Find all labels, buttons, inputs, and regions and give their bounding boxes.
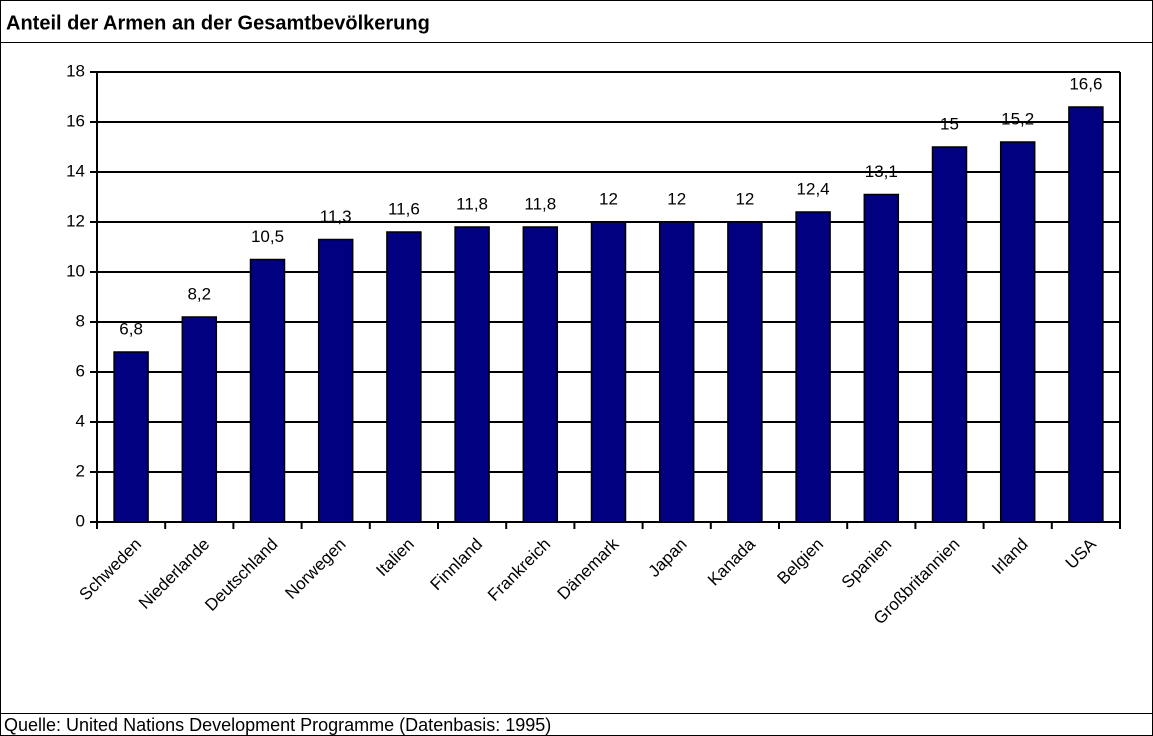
value-label: 12 bbox=[667, 189, 686, 208]
bar bbox=[999, 141, 1036, 523]
bar bbox=[863, 193, 900, 523]
y-tick-label: 18 bbox=[66, 61, 85, 80]
y-tick-label: 8 bbox=[76, 311, 85, 330]
bar bbox=[795, 211, 831, 523]
value-label: 16,6 bbox=[1069, 74, 1102, 93]
y-tick-label: 2 bbox=[76, 461, 85, 480]
y-tick-label: 6 bbox=[76, 361, 85, 380]
value-label: 8,2 bbox=[187, 284, 211, 303]
bar bbox=[522, 226, 559, 523]
value-label: 12 bbox=[599, 189, 618, 208]
bar bbox=[181, 316, 218, 523]
bar bbox=[454, 226, 490, 523]
value-label: 6,8 bbox=[119, 319, 143, 338]
value-label: 15,2 bbox=[1001, 109, 1034, 128]
value-label: 13,1 bbox=[865, 162, 898, 181]
y-tick-label: 0 bbox=[76, 511, 85, 530]
value-label: 15 bbox=[940, 114, 959, 133]
chart-title: Anteil der Armen an der Gesamtbevölkerun… bbox=[6, 12, 430, 34]
bar bbox=[386, 231, 422, 523]
value-label: 11,6 bbox=[388, 199, 420, 218]
bar bbox=[249, 258, 286, 523]
y-tick-label: 10 bbox=[66, 261, 85, 280]
value-label: 10,5 bbox=[251, 227, 284, 246]
bar bbox=[317, 238, 354, 523]
value-label: 12 bbox=[735, 189, 754, 208]
value-label: 12,4 bbox=[797, 179, 830, 198]
bar bbox=[658, 221, 695, 523]
y-tick-label: 16 bbox=[66, 111, 85, 130]
value-label: 11,3 bbox=[320, 207, 352, 226]
y-tick-label: 14 bbox=[66, 161, 85, 180]
bar bbox=[727, 221, 763, 523]
bar bbox=[931, 146, 968, 523]
value-label: 11,8 bbox=[524, 194, 556, 213]
bar bbox=[113, 351, 149, 523]
y-tick-label: 12 bbox=[66, 211, 85, 230]
source-note: Quelle: United Nations Development Progr… bbox=[4, 715, 551, 735]
bar bbox=[1068, 106, 1104, 523]
y-tick-label: 4 bbox=[76, 411, 85, 430]
value-label: 11,8 bbox=[456, 194, 488, 213]
bar bbox=[590, 221, 627, 523]
